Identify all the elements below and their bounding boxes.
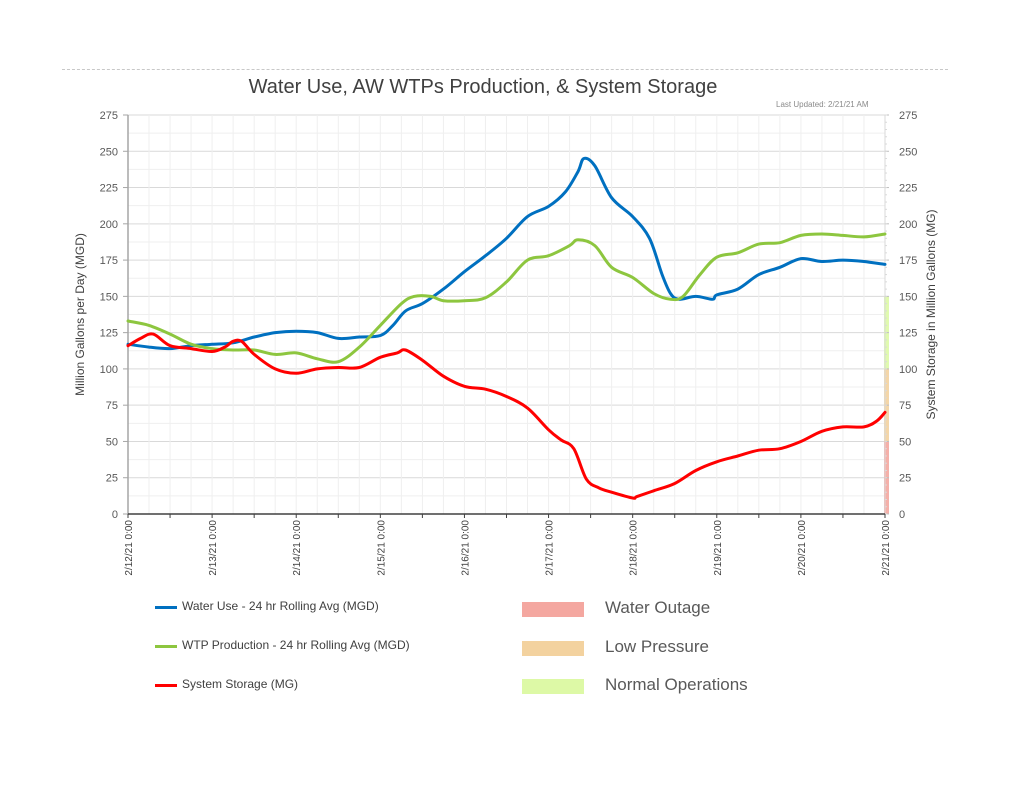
y-tick-label: 25 (106, 473, 118, 485)
y2-tick-label: 250 (899, 146, 917, 158)
x-tick-label: 2/13/21 0:00 (208, 520, 219, 576)
zone-label: Low Pressure (605, 637, 709, 656)
series-lines (126, 156, 887, 500)
y2-tick-label: 25 (899, 473, 911, 485)
series-line-wtp-production (126, 232, 887, 364)
x-tick-label: 2/17/21 0:00 (545, 520, 556, 576)
x-tick-label: 2/18/21 0:00 (629, 520, 640, 576)
y-tick-label: 150 (100, 291, 118, 303)
y2-tick-label: 125 (899, 328, 917, 340)
zone-swatch-water-outage (522, 602, 584, 617)
y2-tick-label: 100 (899, 364, 917, 376)
y-tick-label: 125 (100, 328, 118, 340)
axis-labels: 0 25 50 75 100 125 150 175 200 225 250 275 0 25 50 75 10… (73, 110, 938, 576)
y-tick-label: 250 (100, 146, 118, 158)
header-divider (62, 69, 948, 70)
x-tick-label: 2/20/21 0:00 (797, 520, 808, 576)
chart-title: Water Use, AW WTPs Production, & System … (248, 76, 718, 98)
y2-tick-label: 0 (899, 509, 905, 521)
y2-tick-label: 175 (899, 255, 917, 267)
x-tick-label: 2/19/21 0:00 (713, 520, 724, 576)
x-tick-label: 2/15/21 0:00 (376, 520, 387, 576)
y-tick-label: 225 (100, 183, 118, 195)
last-updated: Last Updated: 2/21/21 AM (776, 100, 869, 109)
legend-label: Water Use - 24 hr Rolling Avg (MGD) (182, 599, 379, 613)
y-tick-label: 0 (112, 509, 118, 521)
y2-tick-label: 75 (899, 400, 911, 412)
legend-label: System Storage (MG) (182, 677, 299, 691)
gridlines (127, 114, 886, 515)
y-tick-label: 200 (100, 219, 118, 231)
x-tick-label: 2/14/21 0:00 (292, 520, 303, 576)
y2-tick-label: 225 (899, 183, 917, 195)
zone-swatch-normal-operations (522, 679, 584, 694)
legend-label: WTP Production - 24 hr Rolling Avg (MGD) (182, 638, 410, 652)
zone-label: Normal Operations (605, 675, 748, 694)
x-tick-label: 2/16/21 0:00 (460, 520, 471, 576)
x-tick-label: 2/12/21 0:00 (124, 520, 135, 576)
axes (123, 114, 889, 518)
legend-line-wtp-production (155, 645, 177, 648)
y-axis-title: Million Gallons per Day (MGD) (73, 233, 87, 396)
y2-tick-label: 200 (899, 219, 917, 231)
y2-axis-title: System Storage in Million Gallons (MG) (924, 209, 938, 419)
y-tick-label: 50 (106, 436, 118, 448)
y-tick-label: 75 (106, 400, 118, 412)
series-line-water-use (126, 156, 887, 351)
legend-line-water-use (155, 606, 177, 609)
y-tick-label: 275 (100, 110, 118, 122)
y-tick-label: 100 (100, 364, 118, 376)
series-line-system-storage (126, 332, 887, 500)
y-tick-label: 175 (100, 255, 118, 267)
y2-tick-label: 275 (899, 110, 917, 122)
y2-tick-label: 150 (899, 291, 917, 303)
zone-label: Water Outage (605, 598, 711, 617)
y2-tick-label: 50 (899, 436, 911, 448)
x-tick-label: 2/21/21 0:00 (881, 520, 892, 576)
zone-swatch-low-pressure (522, 641, 584, 656)
legend-line-system-storage (155, 684, 177, 687)
